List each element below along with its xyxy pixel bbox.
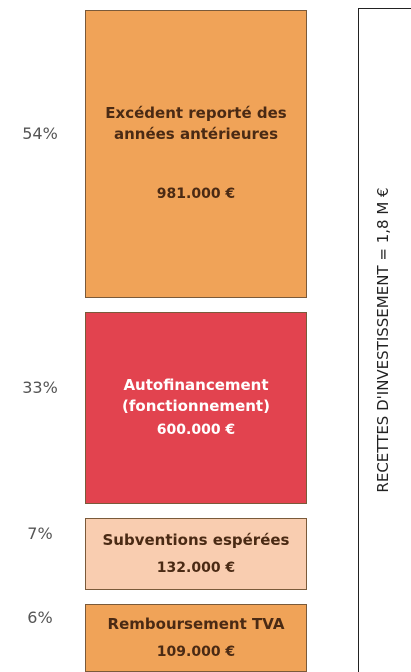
percent-label: 54% [22,124,58,144]
block: Subventions espérées 132.000 € [85,518,307,591]
title-box [358,8,411,672]
amount-label: 132.000 € [156,559,236,576]
block-label: Subventions espérées [102,530,290,549]
amount-label: 600.000 € [156,422,236,439]
block-label: Excédent reporté des années antérieures [105,104,287,144]
percent-label: 33% [22,378,58,398]
block: Autofinancement (fonctionnement) 600.000 … [85,312,307,505]
amount-label: 109.000 € [156,643,236,660]
block: Remboursement TVA 109.000 € [85,604,307,672]
block-label: Remboursement TVA [107,614,285,633]
block: Excédent reporté des années antérieures 9… [85,10,307,299]
percent-label: 6% [27,608,53,628]
block-label: Autofinancement (fonctionnement) [122,376,270,416]
chart-title: RECETTES D'INVESTISSEMENT = 1,8 M € [374,187,392,493]
amount-label: 981.000 € [156,186,236,203]
percent-label: 7% [27,524,53,544]
